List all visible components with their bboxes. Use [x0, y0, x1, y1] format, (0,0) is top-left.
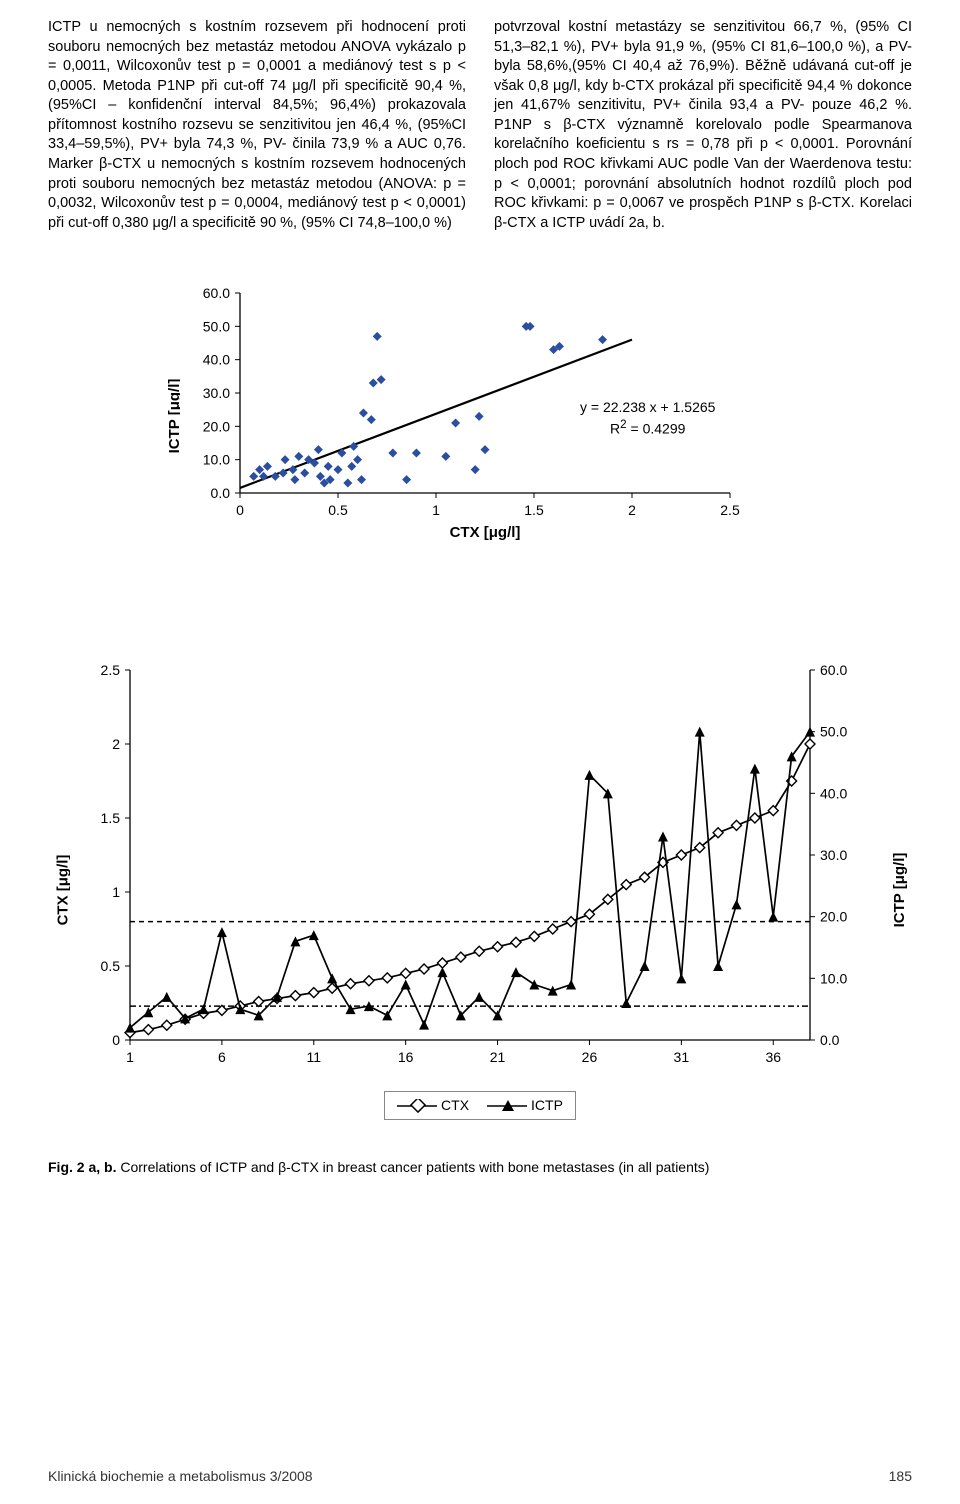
chart-1-scatter: ICTP [μg/l] 0.010.020.030.040.050.060.00…: [180, 283, 780, 550]
left-col-para: ICTP u nemocných s kostním rozsevem při …: [48, 18, 466, 233]
svg-text:20.0: 20.0: [820, 908, 847, 924]
svg-text:2.5: 2.5: [101, 662, 121, 678]
svg-text:11: 11: [307, 1049, 322, 1065]
caption-rest: Correlations of ICTP and β-CTX in breast…: [116, 1159, 709, 1175]
legend-ictp-label: ICTP: [531, 1096, 563, 1115]
svg-text:1.5: 1.5: [101, 810, 121, 826]
chart2-legend-wrap: CTX ICTP: [70, 1081, 890, 1120]
legend-ctx-label: CTX: [441, 1096, 469, 1115]
svg-text:10.0: 10.0: [820, 970, 847, 986]
svg-text:2: 2: [628, 502, 636, 518]
svg-text:2: 2: [112, 736, 120, 752]
svg-text:26: 26: [582, 1049, 598, 1065]
footer-left: Klinická biochemie a metabolismus 3/2008: [48, 1467, 313, 1486]
chart2-y2label: ICTP [μg/l]: [891, 853, 911, 928]
svg-text:36: 36: [765, 1049, 781, 1065]
footer-right: 185: [889, 1467, 912, 1486]
figure-caption: Fig. 2 a, b. Correlations of ICTP and β-…: [0, 1120, 960, 1177]
svg-text:1: 1: [432, 502, 440, 518]
svg-text:0.0: 0.0: [211, 485, 231, 501]
svg-text:20.0: 20.0: [203, 419, 230, 435]
caption-bold: Fig. 2 a, b.: [48, 1159, 116, 1175]
svg-text:21: 21: [490, 1049, 506, 1065]
svg-text:6: 6: [218, 1049, 226, 1065]
svg-text:0.0: 0.0: [820, 1032, 840, 1048]
svg-text:16: 16: [398, 1049, 414, 1065]
svg-text:10.0: 10.0: [203, 452, 230, 468]
right-column: potvrzoval kostní metastázy se senzitivi…: [494, 18, 912, 233]
svg-text:50.0: 50.0: [820, 723, 847, 739]
svg-text:40.0: 40.0: [203, 352, 230, 368]
svg-text:30.0: 30.0: [820, 847, 847, 863]
svg-text:0: 0: [236, 502, 244, 518]
svg-text:50.0: 50.0: [203, 319, 230, 335]
svg-text:0.5: 0.5: [328, 502, 348, 518]
legend-item-ctx: CTX: [397, 1096, 469, 1115]
chart-2-dual-line: CTX [μg/l] ICTP [μg/l] 00.511.522.50.010…: [70, 660, 890, 1120]
legend-item-ictp: ICTP: [487, 1096, 563, 1115]
svg-text:30.0: 30.0: [203, 385, 230, 401]
svg-text:60.0: 60.0: [203, 285, 230, 301]
body-text: ICTP u nemocných s kostním rozsevem při …: [0, 0, 960, 233]
svg-text:1: 1: [112, 884, 120, 900]
svg-text:1: 1: [126, 1049, 134, 1065]
svg-text:40.0: 40.0: [820, 785, 847, 801]
svg-text:1.5: 1.5: [524, 502, 544, 518]
page-footer: Klinická biochemie a metabolismus 3/2008…: [48, 1467, 912, 1486]
right-col-para: potvrzoval kostní metastázy se senzitivi…: [494, 18, 912, 233]
svg-text:31: 31: [674, 1049, 690, 1065]
chart2-legend: CTX ICTP: [384, 1091, 576, 1120]
svg-text:60.0: 60.0: [820, 662, 847, 678]
svg-text:0: 0: [112, 1032, 120, 1048]
svg-text:CTX [μg/l]: CTX [μg/l]: [450, 524, 521, 541]
legend-ctx-swatch: [397, 1099, 437, 1113]
left-column: ICTP u nemocných s kostním rozsevem při …: [48, 18, 466, 233]
chart2-canvas: 0 0.5 1 1.5 2 2.5 0.0 10.0 20.0 30.0 40.0 50.0 60.0 1…: [70, 660, 870, 1075]
svg-text:2.5: 2.5: [720, 502, 740, 518]
chart1-eq: y = 22.238 x + 1.5265R2 = 0.4299: [580, 398, 715, 438]
svg-text:0.5: 0.5: [101, 958, 121, 974]
legend-ictp-swatch: [487, 1099, 527, 1113]
